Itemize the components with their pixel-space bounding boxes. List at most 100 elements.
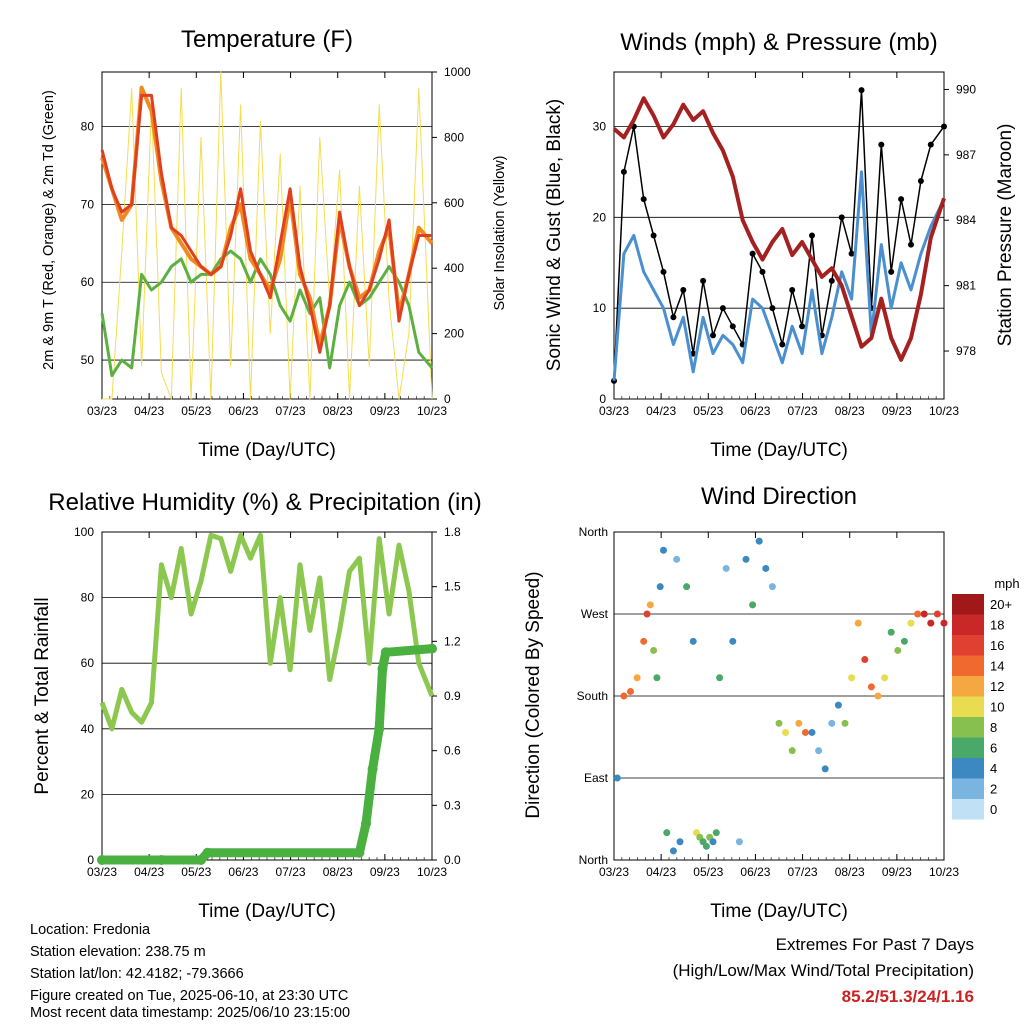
y2-tick-label: 984 [956,213,976,227]
precipitation-point [156,855,167,865]
y2-tick-label: 1000 [444,65,471,79]
temperature-y2label: Solar Insolation (Yellow) [492,155,508,311]
precipitation-point [377,663,388,674]
wind-direction-title: Wind Direction [700,483,858,510]
direction-point [716,674,724,682]
direction-point [914,610,922,618]
winds-xlabel: Time (Day/UTC) [710,440,848,461]
temp-2m-line [100,93,432,354]
x-tick-label: 06/23 [228,404,258,418]
y2-tick-label: 0.9 [444,689,461,703]
x-tick-label: 08/23 [835,404,865,418]
humidity-ylabel: Percent & Total Rainfall [32,597,53,795]
direction-point [663,829,671,837]
direction-point [821,765,829,773]
direction-point [735,838,743,846]
humidity-xlabel: Time (Day/UTC) [198,901,336,922]
x-tick-label: 07/23 [276,865,306,879]
y-tick-label: 0 [87,853,94,867]
y2-tick-label: 978 [956,344,976,358]
plot-frame [613,71,945,400]
y-tick-label: North [579,525,608,539]
precipitation-point [354,847,365,858]
plot-frame [613,531,945,861]
y-tick-label: 60 [81,656,95,670]
direction-point [815,747,823,755]
temperature-title: Temperature (F) [180,26,354,53]
legend-label: 0 [990,802,997,817]
y-tick-label: 40 [81,722,95,736]
x-tick-label: 05/23 [693,404,723,418]
legend-label: 6 [990,741,997,756]
precipitation-point [427,643,437,654]
x-tick-label: 09/23 [370,865,400,879]
x-tick-label: 03/23 [87,404,117,418]
direction-point [828,719,836,727]
y-tick-label: 60 [81,275,95,289]
direction-point [881,674,889,682]
legend-label: 18 [990,618,1004,633]
humidity-title: Relative Humidity (%) & Precipitation (i… [48,489,482,516]
direction-point [627,687,634,695]
direction-point [643,610,651,618]
legend-swatch [952,737,984,758]
y-tick-label: South [577,689,608,703]
station-elevation: Station elevation: 238.75 m [30,944,206,960]
y2-tick-label: 1.8 [444,525,461,539]
legend-swatch [952,655,984,676]
legend-swatch [952,799,984,820]
legend-title: mph [994,576,1019,591]
direction-point [900,637,908,645]
y-tick-label: 0 [599,392,606,406]
x-tick-label: 04/23 [134,865,164,879]
legend-swatch [952,635,984,656]
x-tick-label: 03/23 [87,865,117,879]
legend-swatch [952,594,984,615]
y-tick-label: West [581,607,609,621]
recent-timestamp: Most recent data timestamp: 2025/06/10 2… [30,1005,351,1021]
direction-point [653,674,661,682]
station-location: Location: Fredonia [30,922,151,938]
direction-point [861,656,869,664]
y2-tick-label: 800 [444,130,464,144]
y-tick-label: 70 [81,197,95,211]
direction-point [656,583,664,591]
y-tick-label: 20 [81,787,95,801]
precipitation-point [367,763,378,774]
x-tick-label: 07/23 [276,404,306,418]
extremes-heading: Extremes For Past 7 Days [775,935,974,954]
y2-tick-label: 1.2 [444,634,461,648]
precipitation-point [361,818,371,829]
direction-point [768,583,776,591]
extremes-subheading: (High/Low/Max Wind/Total Precipitation) [672,961,974,980]
direction-point [620,692,628,700]
y-tick-label: 30 [593,120,607,134]
direction-point [762,564,770,572]
x-tick-label: 08/23 [323,865,353,879]
figure-created: Figure created on Tue, 2025-06-10, at 23… [30,988,349,1004]
direction-point [640,637,648,645]
legend-label: 2 [990,782,997,797]
direction-point [788,747,796,755]
gust-line [613,89,945,381]
x-tick-label: 10/23 [417,404,447,418]
y2-tick-label: 0.3 [444,798,461,812]
direction-point [907,619,915,627]
x-tick-label: 03/23 [599,865,629,879]
x-tick-label: 06/23 [740,865,770,879]
x-tick-label: 05/23 [693,865,723,879]
y2-tick-label: 981 [956,279,976,293]
x-tick-label: 04/23 [134,404,164,418]
x-tick-label: 10/23 [929,404,959,418]
x-tick-label: 09/23 [882,404,912,418]
direction-point [683,583,691,591]
humidity-line [99,532,435,732]
wind-direction-ylabel: Direction (Colored By Speed) [523,571,544,819]
y-tick-label: North [579,853,608,867]
x-tick-label: 06/23 [740,404,770,418]
x-tick-label: 10/23 [417,865,447,879]
y2-tick-label: 600 [444,196,464,210]
y2-tick-label: 400 [444,261,464,275]
